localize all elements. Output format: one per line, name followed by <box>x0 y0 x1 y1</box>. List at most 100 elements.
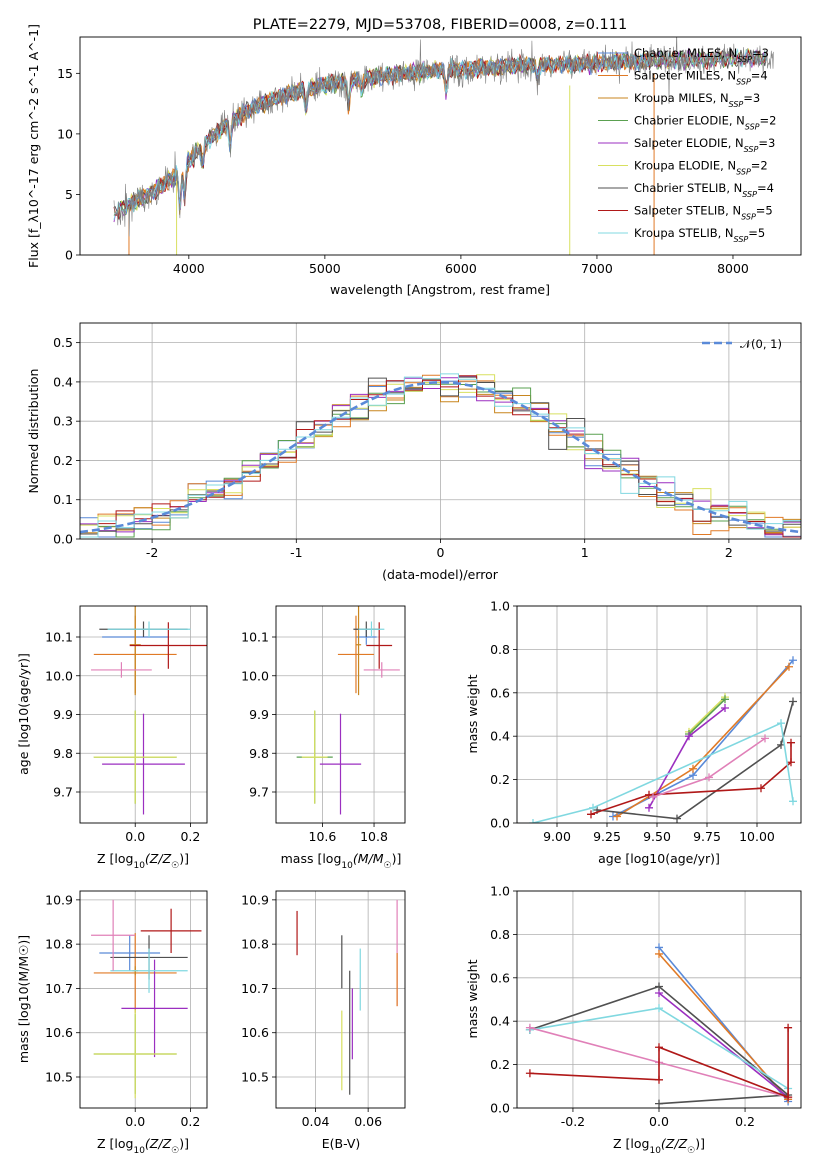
legend-label-part: Kroupa MILES, N <box>634 91 729 105</box>
x-tick-label: 10.6 <box>309 829 337 844</box>
y-tick-label: 0.1 <box>53 492 73 507</box>
legend-label: Kroupa STELIB, NSSP=5 <box>634 226 765 244</box>
weight-point-marker <box>655 1043 663 1052</box>
legend-label-part: =5 <box>748 226 765 240</box>
weight-point-marker <box>789 656 797 665</box>
plot-area <box>113 37 774 255</box>
y-tick-label: 10.7 <box>241 981 269 996</box>
x-tick-label: -2 <box>146 545 158 560</box>
x-axis-label: Z [log10(Z/Z☉)] <box>97 1136 189 1156</box>
y-tick-label: 0.0 <box>490 1101 510 1116</box>
y-tick-label: 15 <box>57 66 73 81</box>
weight-point-marker <box>784 1093 793 1102</box>
y-tick-label: 10 <box>57 126 73 141</box>
x-tick-label: 0.0 <box>649 1114 669 1129</box>
weight-point-marker <box>685 732 693 741</box>
weight-point-marker <box>587 810 595 819</box>
legend-label-part: SSP <box>742 190 757 199</box>
x-tick-label: 2 <box>725 545 733 560</box>
normal-curve <box>80 380 801 534</box>
y-tick-label: 10.1 <box>241 630 269 645</box>
legend-label-part: Kroupa ELODIE, N <box>634 159 736 173</box>
axes-frame <box>79 322 802 540</box>
y-tick-label: 10.0 <box>241 668 269 683</box>
weight-point-marker <box>525 1023 534 1032</box>
legend-label-part: =3 <box>743 91 760 105</box>
legend-label-part: Salpeter ELODIE, N <box>634 136 744 150</box>
weight-point-marker <box>721 703 729 712</box>
weight-point-marker <box>655 1004 663 1013</box>
y-tick-label: 0.8 <box>490 927 510 942</box>
x-tick-label: 9.75 <box>693 829 721 844</box>
mass-vs-z-panel: 0.0 0.2 10.5 10.6 10.7 10.8 10.9 Z [log10(Z/Z☉)… <box>16 890 208 1156</box>
weight-series-line <box>688 698 726 735</box>
x-axis-label: Z [log10(Z/Z☉)] <box>97 851 189 871</box>
label-part: Z [log <box>97 1136 133 1151</box>
legend-label-part: SSP <box>741 212 756 221</box>
axes-frame <box>79 890 208 1109</box>
y-tick-label: 10.8 <box>241 937 269 952</box>
x-tick-label: 4000 <box>173 261 205 276</box>
legend-label-part: SSP <box>736 77 751 86</box>
x-tick-label: 1 <box>581 545 589 560</box>
y-tick-label: 9.8 <box>249 746 269 761</box>
y-axis-label: mass weight <box>465 674 480 753</box>
legend-label-part: =2 <box>760 114 777 128</box>
label-part: Z [log <box>97 851 133 866</box>
y-tick-label: 1.0 <box>490 599 510 614</box>
age-vs-z-panel: 0.0 0.2 9.7 9.8 9.9 10.0 10.1 Z [log10(Z/Z☉)] ag… <box>16 605 208 871</box>
observed-spectrum-line <box>113 37 774 237</box>
legend-label: Kroupa ELODIE, NSSP=2 <box>634 159 768 177</box>
legend-label: Chabrier MILES, NSSP=3 <box>634 46 769 64</box>
weight-point-marker <box>655 949 663 958</box>
legend-label: Salpeter MILES, NSSP=4 <box>634 69 768 87</box>
weight-point-marker <box>655 982 663 991</box>
x-tick-label: 0.04 <box>302 1114 330 1129</box>
legend-label-part: SSP <box>745 122 760 131</box>
weight-point-marker <box>649 792 657 801</box>
plot-area <box>525 943 793 1108</box>
weight-point-marker <box>589 803 597 812</box>
plot-area <box>91 606 207 815</box>
weight-point-marker <box>785 662 793 671</box>
weight-point-marker <box>784 1023 793 1032</box>
weight-point-marker <box>655 1075 663 1084</box>
y-tick-label: 0 <box>65 248 73 263</box>
x-tick-label: 0.0 <box>125 1114 145 1129</box>
x-tick-label: 0.0 <box>125 829 145 844</box>
y-tick-label: 10.6 <box>241 1025 269 1040</box>
y-tick-label: 10.1 <box>45 630 73 645</box>
label-part: mass [log <box>281 851 342 866</box>
label-part: Z [log <box>613 1136 649 1151</box>
label-part: )] <box>392 851 402 866</box>
weight-point-marker <box>689 764 697 773</box>
axes-frame <box>516 890 802 1109</box>
weight-series-line <box>658 992 789 1098</box>
y-tick-label: 10.5 <box>241 1070 269 1085</box>
y-tick-label: 0.2 <box>490 772 510 787</box>
weight-point-marker <box>613 812 621 821</box>
y-tick-label: 1.0 <box>490 884 510 899</box>
plot-area <box>296 899 398 1095</box>
plot-area <box>80 373 801 539</box>
x-tick-label: 9.25 <box>593 829 621 844</box>
legend-label-part: =3 <box>752 46 769 60</box>
y-axis-label: mass weight <box>465 959 480 1038</box>
legend-label-part: =3 <box>758 136 775 150</box>
label-part: )] <box>179 851 189 866</box>
x-axis-label: E(B-V) <box>322 1136 361 1151</box>
weight-series-line <box>596 701 794 820</box>
y-axis-label: Normed distribution <box>26 369 41 494</box>
y-tick-label: 9.9 <box>249 707 269 722</box>
residual-panel: -2 -1 0 1 2 0.0 0.1 0.2 0.3 0.4 0.5 𝒩(0, 1) (data-mo… <box>26 322 802 582</box>
legend-label-part: Kroupa STELIB, N <box>634 226 734 240</box>
x-tick-label: 7000 <box>581 261 613 276</box>
legend-label-part: SSP <box>744 145 759 154</box>
spectrum-panel: 4000 5000 6000 7000 8000 0 5 10 15 Chabrier MILES… <box>26 24 802 297</box>
weight-vs-age-panel: 9.00 9.25 9.50 9.75 10.00 0.0 0.2 0.4 0.6 0.8 1.0 a… <box>465 599 802 866</box>
legend-label-part: SSP <box>734 235 749 244</box>
y-tick-label: 9.7 <box>249 785 269 800</box>
y-tick-label: 0.6 <box>490 685 510 700</box>
label-part: (Z/Z <box>661 1136 688 1151</box>
